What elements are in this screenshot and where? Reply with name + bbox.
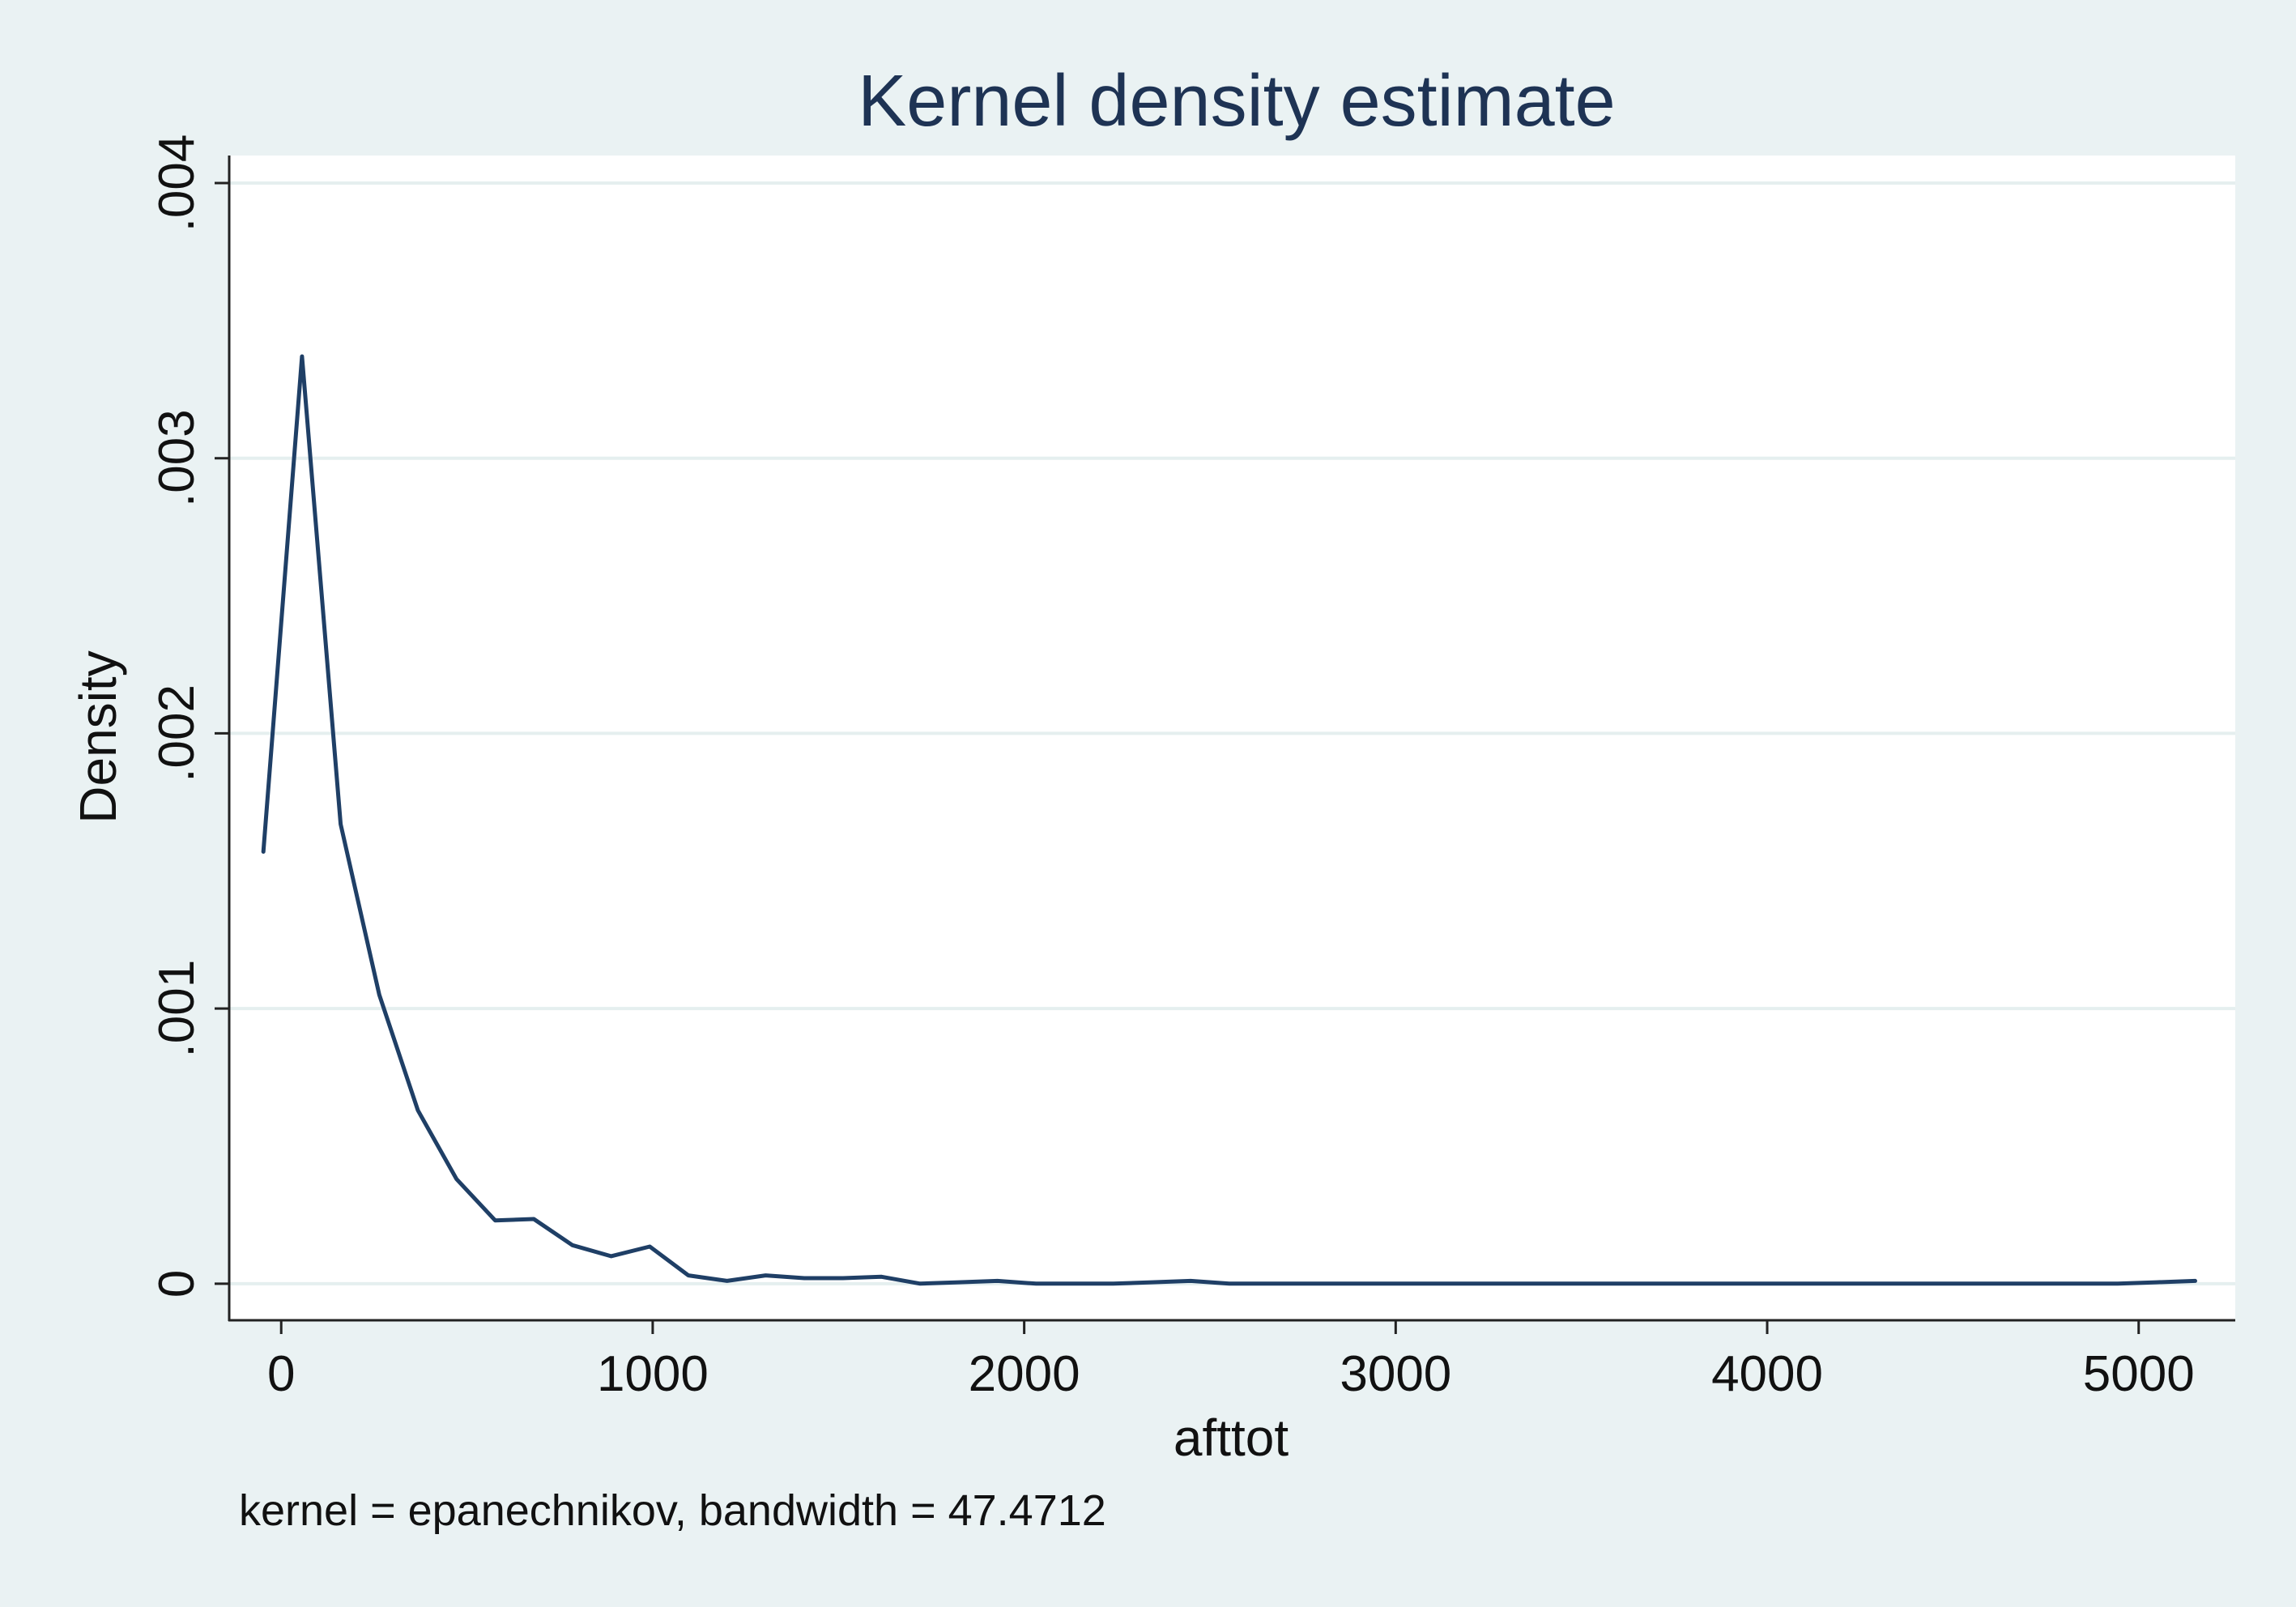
y-tick-label: 0 [149,1270,205,1298]
y-tick-label: .004 [149,134,205,232]
x-tick-label: 1000 [597,1346,709,1402]
series-layer [261,354,2197,1286]
y-tick-label: .002 [149,684,205,782]
axes [228,156,2235,1322]
x-tick-label: 4000 [1711,1346,1823,1402]
chart-title: Kernel density estimate [858,61,1615,142]
y-tick-label: .003 [149,409,205,507]
axis-ticks: 0 .001 .002 .003 .004 0 1000 2000 3000 4000 5000 [149,134,2195,1402]
x-tick-label: 2000 [969,1346,1080,1402]
x-tick-label: 5000 [2083,1346,2195,1402]
density-series-line [261,354,2197,1286]
x-axis-label: afttot [1174,1409,1289,1467]
y-tick-label: .001 [149,960,205,1058]
x-tick-label: 0 [267,1346,295,1402]
plot-area [229,156,2235,1319]
x-tick-label: 3000 [1340,1346,1451,1402]
y-axis-label: Density [69,650,127,823]
kernel-note: kernel = epanechnikov, bandwidth = 47.47… [239,1486,1106,1535]
